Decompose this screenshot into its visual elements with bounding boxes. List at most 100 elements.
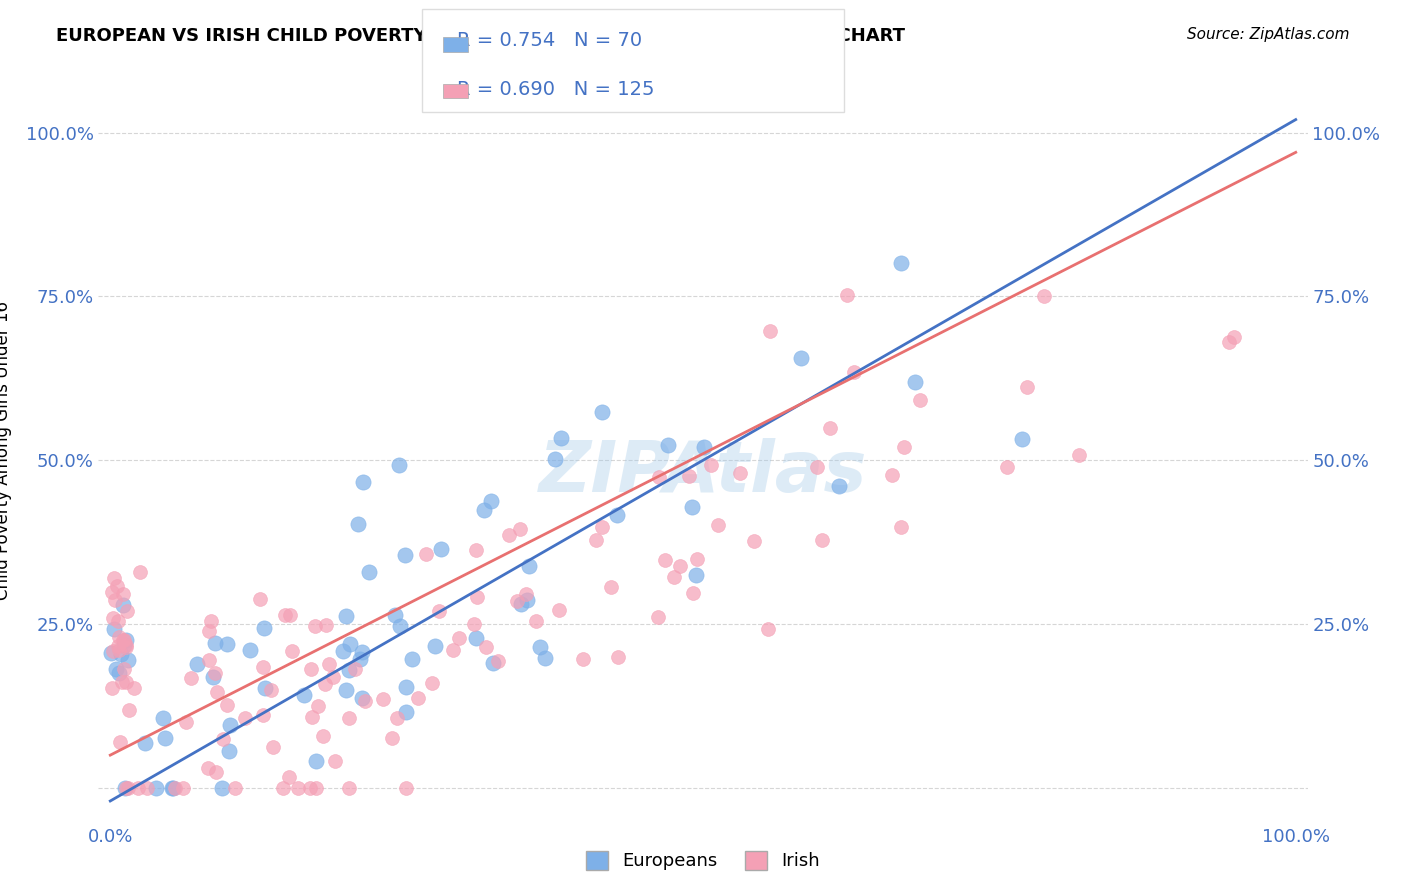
Point [339, 637, 361, 651]
Point [304, 619, 326, 633]
Point [591, 519, 613, 533]
Point [395, 706, 418, 720]
Point [505, 594, 527, 608]
Point [827, 479, 849, 493]
Point [115, 640, 138, 655]
Point [742, 534, 765, 549]
Point [759, 324, 782, 338]
Point [381, 731, 404, 745]
Y-axis label: Child Poverty Among Girls Under 16: Child Poverty Among Girls Under 16 [0, 301, 11, 600]
Point [239, 643, 262, 657]
Point [224, 780, 246, 795]
Point [479, 494, 502, 508]
Text: R = 0.754   N = 70: R = 0.754 N = 70 [457, 30, 643, 50]
Point [249, 591, 271, 606]
Point [217, 698, 239, 712]
Point [806, 459, 828, 474]
Point [516, 593, 538, 607]
Point [114, 780, 136, 795]
Point [700, 458, 723, 473]
Point [260, 683, 283, 698]
Point [1017, 380, 1039, 394]
Point [498, 527, 520, 541]
Point [112, 598, 135, 612]
Point [682, 586, 704, 600]
Point [395, 780, 418, 795]
Point [420, 676, 443, 690]
Point [145, 780, 167, 795]
Point [312, 730, 335, 744]
Point [880, 467, 903, 482]
Point [517, 559, 540, 574]
Point [307, 698, 329, 713]
Point [111, 632, 134, 647]
Point [218, 718, 240, 732]
Point [430, 542, 453, 557]
Point [685, 568, 707, 582]
Point [114, 675, 136, 690]
Point [162, 780, 184, 795]
Point [100, 681, 122, 696]
Point [354, 694, 377, 708]
Point [681, 500, 703, 514]
Point [441, 643, 464, 657]
Point [108, 630, 131, 644]
Text: R = 0.690   N = 125: R = 0.690 N = 125 [457, 79, 654, 99]
Point [533, 651, 555, 665]
Point [204, 666, 226, 681]
Point [134, 736, 156, 750]
Text: Source: ZipAtlas.com: Source: ZipAtlas.com [1187, 27, 1350, 42]
Point [648, 470, 671, 484]
Point [423, 639, 446, 653]
Point [254, 681, 277, 695]
Point [647, 610, 669, 624]
Point [277, 770, 299, 784]
Point [669, 558, 692, 573]
Point [389, 619, 412, 633]
Point [1011, 433, 1033, 447]
Point [103, 571, 125, 585]
Point [427, 605, 450, 619]
Point [678, 469, 700, 483]
Point [117, 653, 139, 667]
Point [201, 670, 224, 684]
Point [337, 663, 360, 677]
Point [287, 780, 309, 795]
Point [101, 644, 124, 658]
Point [591, 405, 613, 419]
Point [111, 587, 134, 601]
Point [472, 503, 495, 517]
Point [217, 637, 239, 651]
Point [152, 711, 174, 725]
Point [550, 431, 572, 445]
Point [115, 638, 138, 652]
Point [337, 780, 360, 795]
Point [212, 731, 235, 746]
Point [205, 685, 228, 699]
Point [352, 690, 374, 705]
Point [510, 597, 533, 611]
Point [252, 707, 274, 722]
Point [657, 438, 679, 452]
Point [292, 688, 315, 702]
Point [233, 711, 256, 725]
Point [110, 647, 132, 661]
Point [818, 421, 841, 435]
Point [371, 692, 394, 706]
Point [352, 475, 374, 489]
Point [529, 640, 551, 655]
Point [401, 651, 423, 665]
Point [447, 631, 470, 645]
Point [112, 638, 135, 652]
Point [337, 711, 360, 725]
Point [844, 365, 866, 379]
Point [197, 761, 219, 775]
Point [129, 565, 152, 579]
Point [890, 520, 912, 534]
Point [359, 565, 381, 579]
Point [526, 614, 548, 628]
Legend: Europeans, Irish: Europeans, Irish [579, 844, 827, 878]
Point [406, 690, 429, 705]
Point [299, 662, 322, 676]
Point [463, 617, 485, 632]
